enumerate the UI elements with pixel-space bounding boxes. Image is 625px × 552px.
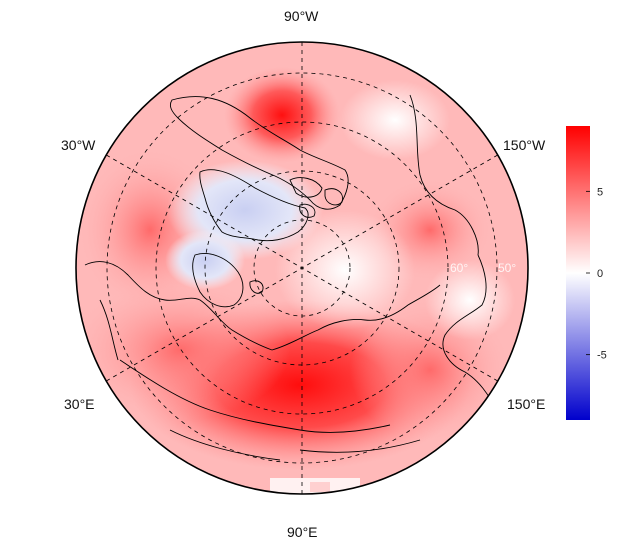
colorbar-ticks: 5 0 -5 <box>586 186 607 362</box>
lon-label-top: 90°W <box>284 8 319 24</box>
map-border <box>75 41 529 495</box>
colorbar: 5 0 -5 <box>566 126 607 420</box>
europe-coast-outline <box>84 261 273 351</box>
svalbard-outline <box>249 280 264 294</box>
alaska-outline <box>409 94 479 256</box>
anomaly-field <box>76 42 528 494</box>
greenland-outline <box>199 169 309 242</box>
lon-label-upper-left: 30°W <box>61 137 96 153</box>
colorbar-tick-label: 5 <box>597 186 603 198</box>
canada-outline <box>169 96 349 210</box>
bering-coast-outline <box>442 254 496 411</box>
lon-label-lower-left: 30°E <box>64 396 95 412</box>
colorbar-tick-label: 0 <box>597 268 603 280</box>
colorbar-tick-label: -5 <box>597 350 607 362</box>
meridian-line <box>106 154 498 382</box>
russia-coast-outline <box>271 284 441 351</box>
lon-label-upper-right: 150°W <box>503 137 546 153</box>
lon-label-bottom: 90°E <box>287 524 318 540</box>
asia-borders-outline <box>99 299 421 461</box>
scandinavia-outline <box>192 253 244 308</box>
latitude-label: 60° <box>450 261 468 275</box>
land-outlines <box>84 94 496 461</box>
latitude-circle <box>155 121 449 415</box>
lon-label-lower-right: 150°E <box>507 396 546 412</box>
graticule <box>106 42 498 494</box>
arctic-islands-outline <box>289 177 343 218</box>
latitude-label: 50° <box>498 261 516 275</box>
latitude-circle <box>106 72 498 464</box>
